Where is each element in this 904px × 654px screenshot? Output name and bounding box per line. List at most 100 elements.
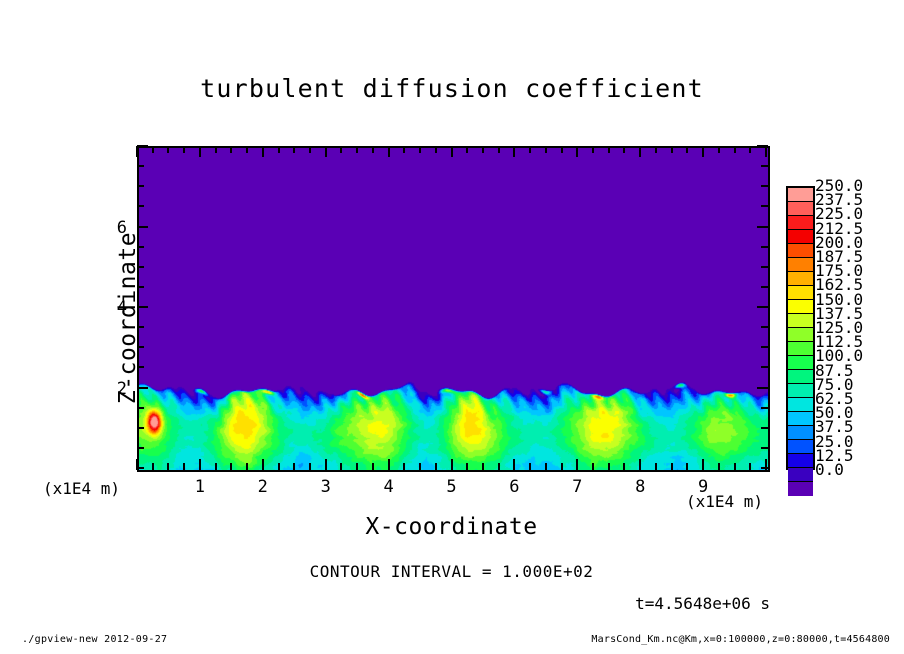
y-axis-unit-label: (x1E4 m) xyxy=(43,479,121,498)
x-axis-tick xyxy=(560,146,563,153)
colorbar-tick-label: 12.5 xyxy=(815,445,854,465)
x-axis-tick xyxy=(497,146,500,153)
x-axis-tick xyxy=(717,463,720,470)
colorbar-band xyxy=(788,328,813,342)
x-axis-tick xyxy=(246,146,249,153)
contour-field-canvas xyxy=(139,148,768,470)
y-axis-tick xyxy=(761,185,768,188)
x-axis-tick xyxy=(717,146,720,153)
colorbar-band xyxy=(788,482,813,496)
colorbar-band xyxy=(788,426,813,440)
x-axis-tick xyxy=(450,459,453,470)
x-axis-tick-label: 4 xyxy=(383,477,394,497)
x-axis-tick xyxy=(167,146,170,153)
x-axis-tick xyxy=(670,463,673,470)
x-axis-tick xyxy=(419,463,422,470)
colorbar-tick-label: 137.5 xyxy=(815,303,864,323)
x-axis-tick xyxy=(261,146,264,157)
colorbar-tick-label: 150.0 xyxy=(815,289,864,309)
x-axis-tick xyxy=(387,146,390,157)
y-axis-tick-label: 4 xyxy=(116,298,127,318)
colorbar-tick-label: 175.0 xyxy=(815,261,864,281)
x-axis-tick xyxy=(749,463,752,470)
colorbar-band xyxy=(788,300,813,314)
x-axis-tick xyxy=(277,463,280,470)
x-axis-tick xyxy=(544,463,547,470)
x-axis-tick xyxy=(765,459,767,470)
colorbar-band xyxy=(788,342,813,356)
y-axis-tick xyxy=(761,205,768,208)
colorbar-tick-label: 162.5 xyxy=(815,275,864,295)
x-axis-tick xyxy=(293,463,296,470)
y-axis-tick xyxy=(137,306,148,308)
y-axis-tick xyxy=(761,265,768,268)
x-axis-tick xyxy=(576,459,579,470)
x-axis-tick xyxy=(733,146,736,153)
colorbar-tick-label: 25.0 xyxy=(815,431,854,451)
colorbar-tick-label: 212.5 xyxy=(815,218,864,238)
x-axis-tick xyxy=(214,463,217,470)
plot-area xyxy=(137,146,770,472)
x-axis-tick xyxy=(576,146,579,157)
time-stamp-label: t=4.5648e+06 s xyxy=(635,594,770,613)
y-axis-tick xyxy=(761,366,768,369)
x-axis-tick xyxy=(623,463,626,470)
x-axis-tick xyxy=(481,463,484,470)
x-axis-tick-label: 6 xyxy=(509,477,520,497)
colorbar-tick-label: 125.0 xyxy=(815,318,864,337)
y-axis-tick xyxy=(137,225,148,228)
y-axis-tick xyxy=(757,306,768,308)
colorbar-band xyxy=(788,398,813,412)
x-axis-tick xyxy=(466,146,469,153)
y-axis-tick xyxy=(137,245,144,248)
x-axis-tick xyxy=(749,146,752,153)
colorbar-tick-label: 50.0 xyxy=(815,403,854,423)
x-axis-tick xyxy=(560,463,563,470)
colorbar-band xyxy=(788,370,813,384)
y-axis-tick xyxy=(137,205,144,208)
x-axis-tick xyxy=(403,463,406,470)
x-axis-tick xyxy=(230,463,233,470)
colorbar-band xyxy=(788,286,813,300)
colorbar-band xyxy=(788,384,813,398)
y-axis-tick xyxy=(137,145,148,147)
colorbar-tick-label: 0.0 xyxy=(815,460,844,479)
x-axis-tick xyxy=(136,146,138,157)
x-axis-tick-label: 3 xyxy=(320,477,331,497)
colorbar-band xyxy=(788,440,813,454)
x-axis-tick xyxy=(356,463,359,470)
x-axis-tick xyxy=(151,463,154,470)
y-axis-title: Z-coordinate xyxy=(115,231,141,405)
x-axis-tick xyxy=(654,463,657,470)
y-axis-tick xyxy=(137,386,148,389)
footer-source-label: MarsCond_Km.nc@Km,x=0:100000,z=0:80000,t… xyxy=(591,634,890,645)
y-axis-tick-label: 6 xyxy=(116,217,127,238)
x-axis-tick xyxy=(529,463,532,470)
colorbar-tick-label: 237.5 xyxy=(815,190,864,210)
x-axis-tick xyxy=(183,463,186,470)
y-axis-tick xyxy=(761,285,768,288)
colorbar-tick-label: 87.5 xyxy=(815,360,854,380)
x-axis-tick xyxy=(686,463,689,470)
x-axis-tick xyxy=(324,459,327,470)
x-axis-tick xyxy=(167,463,170,470)
colorbar-tick-label: 187.5 xyxy=(815,247,864,266)
colorbar-tick-label: 37.5 xyxy=(815,417,854,437)
y-axis-tick xyxy=(761,406,768,409)
y-axis-tick xyxy=(761,446,768,449)
y-axis-tick xyxy=(761,326,768,329)
colorbar-band xyxy=(788,314,813,328)
x-axis-tick xyxy=(230,146,233,153)
x-axis-tick xyxy=(151,146,154,153)
x-axis-tick xyxy=(623,146,626,153)
x-axis-tick xyxy=(419,146,422,153)
x-axis-tick xyxy=(654,146,657,153)
colorbar-tick-label: 62.5 xyxy=(815,389,854,408)
x-axis-tick xyxy=(198,459,201,470)
x-axis-tick xyxy=(387,459,390,470)
x-axis-tick xyxy=(529,146,532,153)
x-axis-tick xyxy=(670,146,673,153)
x-axis-tick xyxy=(356,146,359,153)
x-axis-tick xyxy=(434,463,437,470)
x-axis-tick xyxy=(592,463,595,470)
